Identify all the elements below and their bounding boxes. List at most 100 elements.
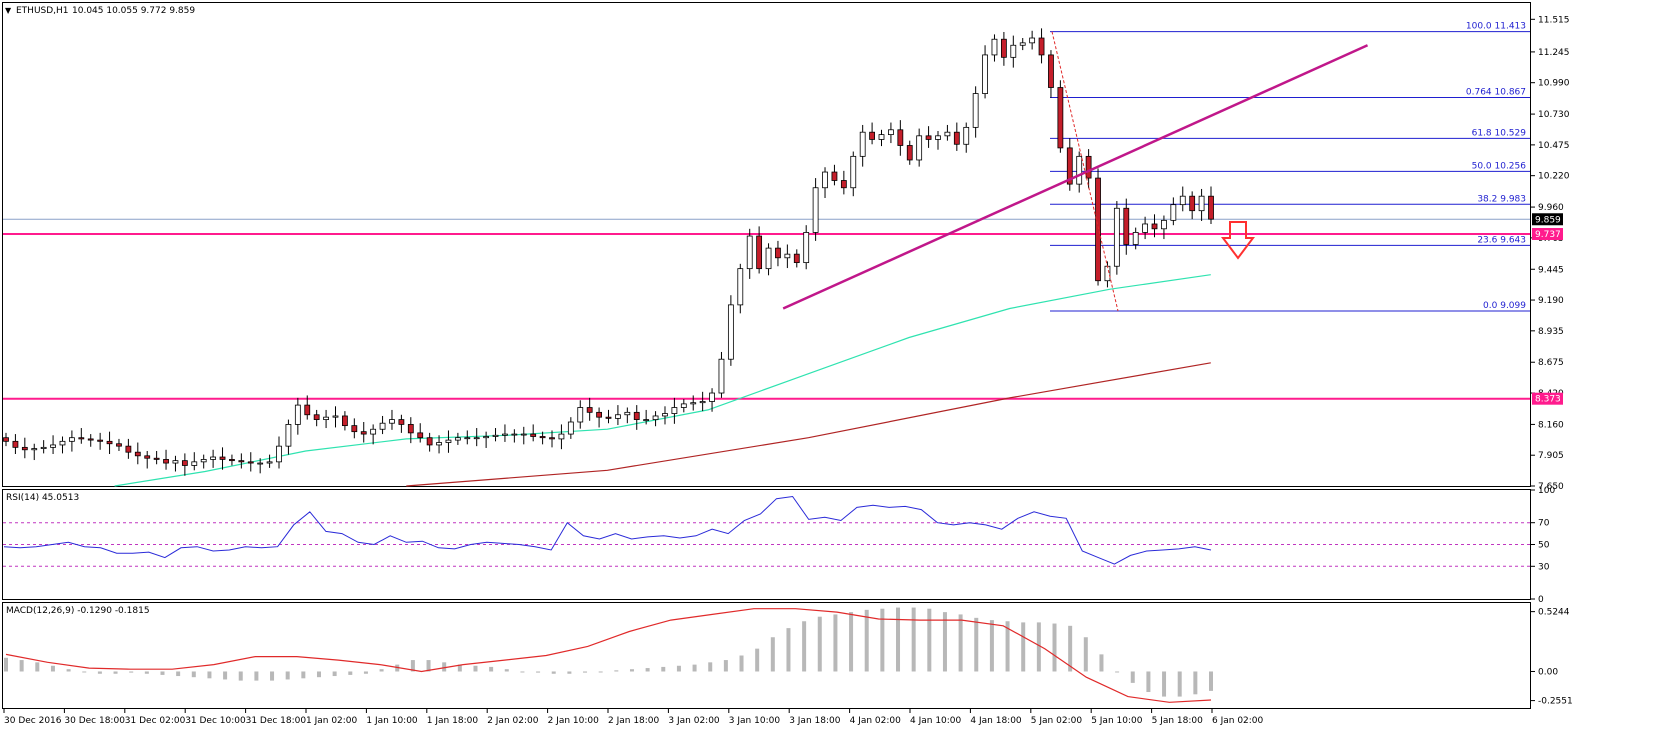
candle [116,438,122,451]
candle [1132,227,1139,250]
candle [935,130,941,150]
trendline [782,44,1369,310]
main-y-tick-label: 9.190 [1538,296,1564,306]
macd-histogram-bar [942,612,947,672]
candle-body-up [718,358,725,394]
macd-histogram-bar [520,671,525,673]
macd-histogram-bar [708,662,713,672]
x-tick-label: 30 Dec 18:00 [64,716,125,726]
candle [944,124,951,141]
candle [247,452,254,472]
candle [1057,80,1064,153]
x-tick-label: 31 Dec 02:00 [125,716,186,726]
candle [812,178,819,241]
candle-body-down [1123,207,1130,245]
main-ohlc: 10.045 10.055 9.772 9.859 [72,6,195,16]
macd-histogram-bar [786,628,791,672]
candle [662,406,668,425]
candle [97,432,104,450]
candle-body-down [238,460,245,463]
candle [652,411,659,427]
candle [558,424,565,450]
candle-body-up [803,232,810,264]
candle [699,391,706,412]
macd-histogram-bar [833,614,838,672]
main-title: ETHUSD,H1 [16,6,69,16]
main-y-axis: 11.515 11.245 10.990 10.730 10.475 10.220 9.96… [1531,15,1570,492]
candle-body-down [1038,37,1045,56]
candle-body-up [812,187,819,233]
macd-histogram-bar [551,671,556,674]
candle [549,430,555,448]
candle-body-up [1142,223,1149,233]
ma-slow-line [406,362,1211,487]
candle [982,45,988,99]
candle [539,431,546,445]
candle-body-down [1085,155,1092,179]
main-levels-layer: 100.0 11.413 0.764 10.867 61.8 10.529 50.0 … [3,22,1530,400]
candle-body-up [492,434,499,437]
candle [257,458,264,474]
macd-histogram-bar [849,612,854,672]
macd-histogram-bar [144,671,149,674]
candle [492,428,499,442]
candle-body-up [916,135,923,161]
macd-histogram-bar [958,614,963,672]
candle [389,409,395,430]
candle-body-up [276,445,282,463]
macd-histogram-bar [473,665,478,672]
candle [407,417,414,444]
current-price-label: 9.859 [1535,215,1561,225]
main-y-tick-label: 10.475 [1538,141,1570,151]
candle [1189,191,1196,220]
candle-body-up [746,235,753,270]
candle [191,452,198,471]
candle [953,122,960,151]
fib-level-label: 0.764 10.867 [1466,88,1526,98]
candle-body-up [1161,219,1167,230]
candle [596,407,602,428]
x-tick-label: 31 Dec 18:00 [246,716,307,726]
candle [803,225,810,270]
x-tick-label: 1 Jan 02:00 [306,716,358,726]
candle-body-up [652,415,659,420]
candle-body-down [953,131,960,145]
candle [483,431,490,448]
candle-body-up [850,155,857,189]
main-y-tick-label: 8.675 [1538,358,1564,368]
macd-histogram-bar [1115,671,1120,673]
candle-body-up [520,433,527,436]
macd-y-tick-label: -0.2551 [1538,697,1573,707]
fib-level-label: 100.0 11.413 [1466,22,1526,32]
candle-body-up [454,437,461,441]
rsi-y-tick-label: 100 [1538,486,1555,496]
candle-body-up [266,461,273,464]
candle-body-up [1132,232,1139,245]
x-tick-label: 31 Dec 10:00 [185,716,246,726]
candle-body-up [436,442,442,446]
candle-body-up [59,440,66,446]
candle-body-down [1095,177,1101,282]
candle-body-down [549,437,555,440]
candle [68,430,75,452]
macd-histogram-bar [567,671,572,674]
rsi-y-tick-label: 30 [1538,562,1550,572]
candle-body-up [40,446,47,449]
candle [1142,216,1149,240]
candle-body-up [1170,204,1177,221]
candle-body-down [398,419,405,425]
candle-body-down [1151,223,1158,230]
candle [840,170,847,195]
candle [737,263,744,314]
x-tick-label: 5 Jan 10:00 [1091,716,1143,726]
level-price-tag [1532,392,1563,405]
candle [3,432,9,447]
candle-body-down [219,456,226,460]
macd-y-tick-label: 0.00 [1538,667,1558,677]
candle [294,397,301,435]
x-tick-label: 3 Jan 02:00 [668,716,720,726]
macd-histogram-bar [989,620,994,672]
main-y-tick-label: 8.935 [1538,327,1564,337]
candle-body-down [633,411,640,420]
